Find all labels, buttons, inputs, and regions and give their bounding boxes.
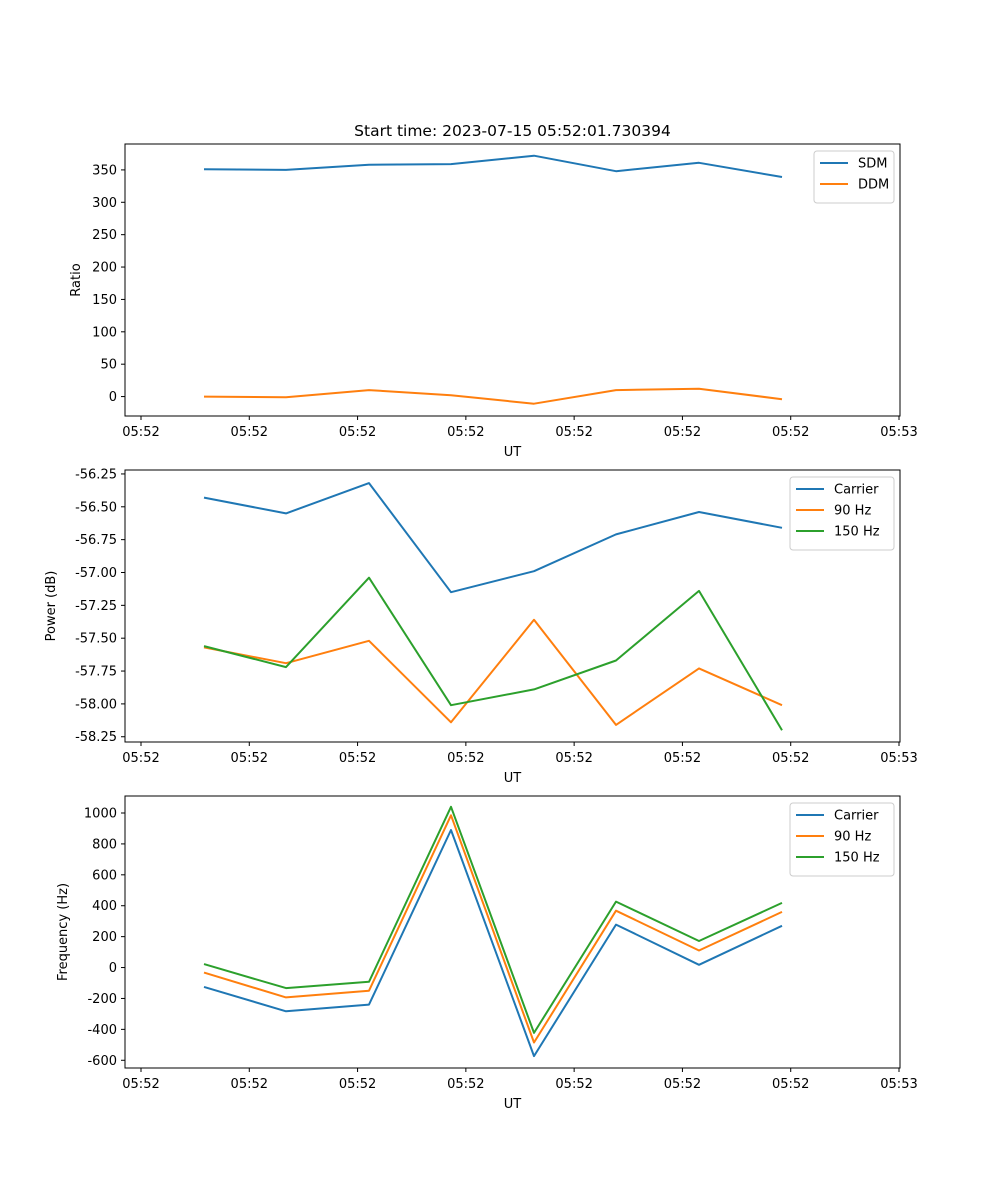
series-lines	[203, 805, 783, 1058]
legend: SDM DDM	[813, 150, 895, 204]
subplot-frequency: 05:52 05:52 05:52 05:52 05:52 05:52 05:52 05:53…	[56, 795, 918, 1112]
subplot-ratio: Start time: 2023-07-15 05:52:01.730394 0…	[69, 122, 918, 460]
x-axis-label: UT	[504, 1097, 522, 1112]
y-tick-label: 250	[92, 228, 117, 243]
axis-ticks: 05:52 05:52 05:52 05:52 05:52 05:52 05:52 05:53…	[92, 163, 918, 440]
legend: Carrier 90 Hz 150 Hz	[789, 476, 895, 551]
series-lines	[203, 482, 783, 731]
x-tick-label: 05:52	[447, 425, 484, 440]
y-tick-label: -58.00	[75, 697, 117, 712]
x-tick-label: 05:52	[339, 751, 376, 766]
x-tick-label: 05:52	[555, 751, 592, 766]
y-tick-label: 0	[109, 390, 117, 405]
subplot-power: 05:52 05:52 05:52 05:52 05:52 05:52 05:52 05:53…	[44, 467, 918, 786]
y-tick-label: 150	[92, 293, 117, 308]
plot-area-frame	[124, 143, 901, 417]
y-tick-label: 200	[92, 930, 117, 945]
y-tick-label: -58.25	[75, 730, 117, 745]
x-tick-label: 05:52	[447, 751, 484, 766]
y-axis-label: Frequency (Hz)	[56, 883, 71, 981]
series-line-sdm	[203, 154, 783, 178]
x-tick-label: 05:52	[772, 1077, 809, 1092]
y-tick-label: -57.50	[75, 632, 117, 647]
x-axis-label: UT	[504, 445, 522, 460]
x-tick-label: 05:52	[555, 425, 592, 440]
y-tick-label: -600	[87, 1054, 117, 1069]
y-axis-label: Power (dB)	[44, 571, 59, 642]
series-line-ddm	[203, 387, 783, 405]
x-tick-label: 05:52	[231, 751, 268, 766]
y-tick-label: 350	[92, 163, 117, 178]
series-line-carrier	[203, 482, 783, 594]
y-tick-label: 200	[92, 261, 117, 276]
series-lines	[203, 154, 783, 405]
x-tick-label: 05:52	[772, 425, 809, 440]
plot-area-frame	[124, 795, 901, 1069]
y-tick-label: 400	[92, 899, 117, 914]
y-tick-label: -200	[87, 992, 117, 1007]
x-tick-label: 05:52	[555, 1077, 592, 1092]
series-line-150-hz	[203, 576, 783, 731]
x-tick-label: 05:52	[664, 751, 701, 766]
x-tick-label: 05:52	[231, 1077, 268, 1092]
y-tick-label: -56.75	[75, 533, 117, 548]
y-tick-label: 0	[109, 961, 117, 976]
x-tick-label: 05:52	[664, 425, 701, 440]
y-axis-label: Ratio	[69, 263, 84, 296]
legend: Carrier 90 Hz 150 Hz	[789, 802, 895, 877]
x-tick-label: 05:53	[880, 425, 917, 440]
y-tick-label: -57.75	[75, 665, 117, 680]
x-tick-label: 05:52	[122, 751, 159, 766]
x-tick-label: 05:52	[122, 1077, 159, 1092]
y-tick-label: 300	[92, 196, 117, 211]
legend-label: 90 Hz	[834, 504, 871, 519]
legend-label: DDM	[858, 178, 889, 193]
x-tick-label: 05:52	[772, 751, 809, 766]
x-tick-label: 05:52	[231, 425, 268, 440]
x-axis-label: UT	[504, 771, 522, 786]
series-line-150-hz	[203, 805, 783, 1034]
legend-label: SDM	[858, 157, 887, 172]
legend-label: 150 Hz	[834, 851, 880, 866]
y-tick-label: 1000	[84, 807, 117, 822]
series-line-90-hz	[203, 814, 783, 1044]
y-tick-label: -400	[87, 1023, 117, 1038]
y-tick-label: -56.25	[75, 467, 117, 482]
legend-label: 150 Hz	[834, 525, 880, 540]
x-tick-label: 05:53	[880, 751, 917, 766]
x-tick-label: 05:53	[880, 1077, 917, 1092]
y-tick-label: -57.00	[75, 566, 117, 581]
plot-area-frame	[124, 469, 901, 743]
series-line-carrier	[203, 829, 783, 1058]
y-tick-label: 100	[92, 325, 117, 340]
y-tick-label: 800	[92, 837, 117, 852]
axis-ticks: 05:52 05:52 05:52 05:52 05:52 05:52 05:52 05:53…	[84, 807, 918, 1093]
series-line-90-hz	[203, 618, 783, 726]
y-tick-label: -56.50	[75, 500, 117, 515]
x-tick-label: 05:52	[339, 425, 376, 440]
legend-label: Carrier	[834, 809, 879, 824]
y-tick-label: 600	[92, 868, 117, 883]
x-tick-label: 05:52	[339, 1077, 376, 1092]
x-tick-label: 05:52	[664, 1077, 701, 1092]
chart-title: Start time: 2023-07-15 05:52:01.730394	[354, 122, 671, 140]
y-tick-label: 50	[100, 358, 117, 373]
y-tick-label: -57.25	[75, 599, 117, 614]
legend-label: Carrier	[834, 483, 879, 498]
legend-label: 90 Hz	[834, 830, 871, 845]
x-tick-label: 05:52	[122, 425, 159, 440]
x-tick-label: 05:52	[447, 1077, 484, 1092]
axis-ticks: 05:52 05:52 05:52 05:52 05:52 05:52 05:52 05:53…	[75, 467, 918, 766]
